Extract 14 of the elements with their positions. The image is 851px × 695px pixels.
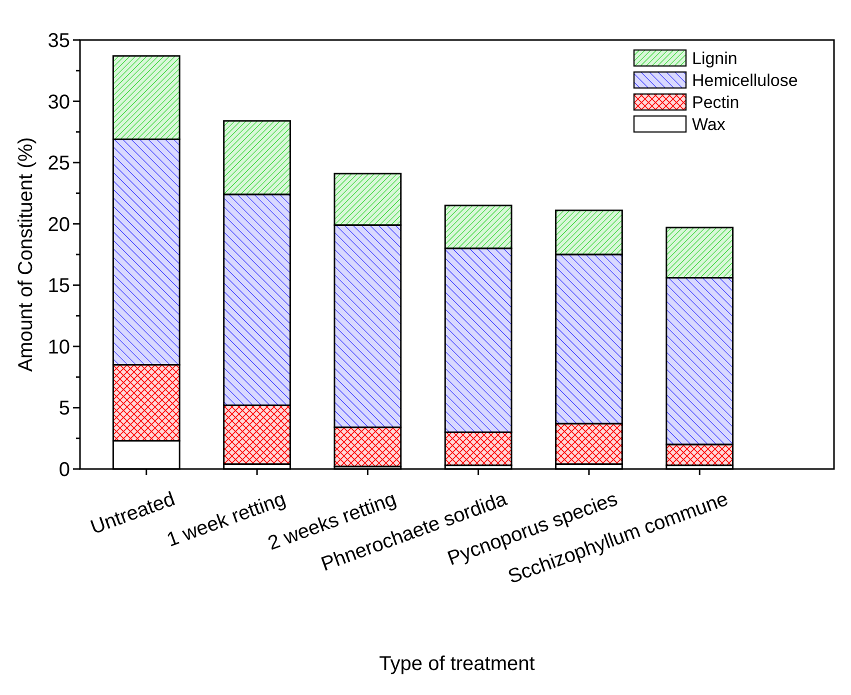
y-tick-label: 0 — [58, 459, 70, 481]
y-tick-label: 25 — [48, 152, 70, 175]
y-axis-title: Amount of Constituent (%) — [15, 137, 37, 372]
y-tick-label: 10 — [48, 336, 70, 358]
legend-label: Wax — [692, 114, 726, 134]
y-tick-label: 5 — [58, 398, 70, 420]
legend-label: Lignin — [692, 48, 738, 68]
legend-label: Hemicellulose — [692, 70, 798, 90]
x-axis-title: Type of treatment — [379, 653, 536, 675]
y-tick-label: 30 — [48, 91, 70, 114]
y-tick-label: 15 — [48, 275, 70, 298]
y-tick-label: 35 — [48, 30, 70, 52]
legend-label: Pectin — [692, 92, 740, 112]
y-tick-label: 20 — [48, 214, 70, 236]
